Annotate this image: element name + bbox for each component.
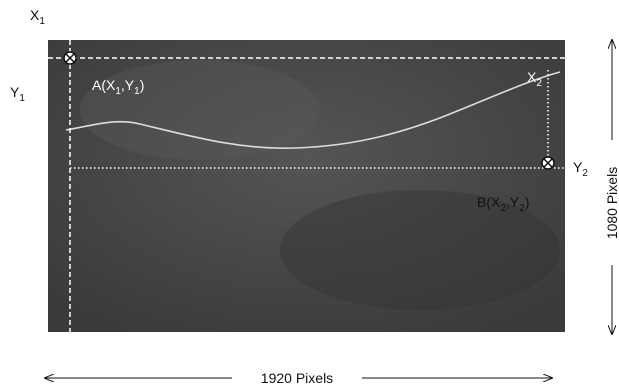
subscript: 1 (39, 16, 45, 27)
label-text: ) (525, 194, 530, 210)
label-text: B(X (477, 194, 501, 210)
label-text: ,Y (506, 194, 520, 210)
diagram: 1920 Pixels 1080 Pixels X1Y1A(X1,Y1)X2Y2… (0, 0, 619, 389)
subscript: 2 (536, 78, 542, 89)
label-x1: X1 (30, 7, 45, 27)
subscript: 2 (582, 168, 588, 179)
marker-a (64, 52, 76, 64)
label-text: A(X (92, 77, 116, 93)
label-y1: Y1 (10, 84, 25, 104)
marker-b (542, 157, 554, 169)
texture (80, 60, 320, 160)
subscript: 1 (19, 93, 25, 104)
label-y2: Y2 (573, 159, 588, 179)
label-text: ) (140, 77, 145, 93)
width-label: 1920 Pixels (261, 370, 333, 386)
label-text: ,Y (121, 77, 135, 93)
height-label: 1080 Pixels (604, 167, 619, 239)
